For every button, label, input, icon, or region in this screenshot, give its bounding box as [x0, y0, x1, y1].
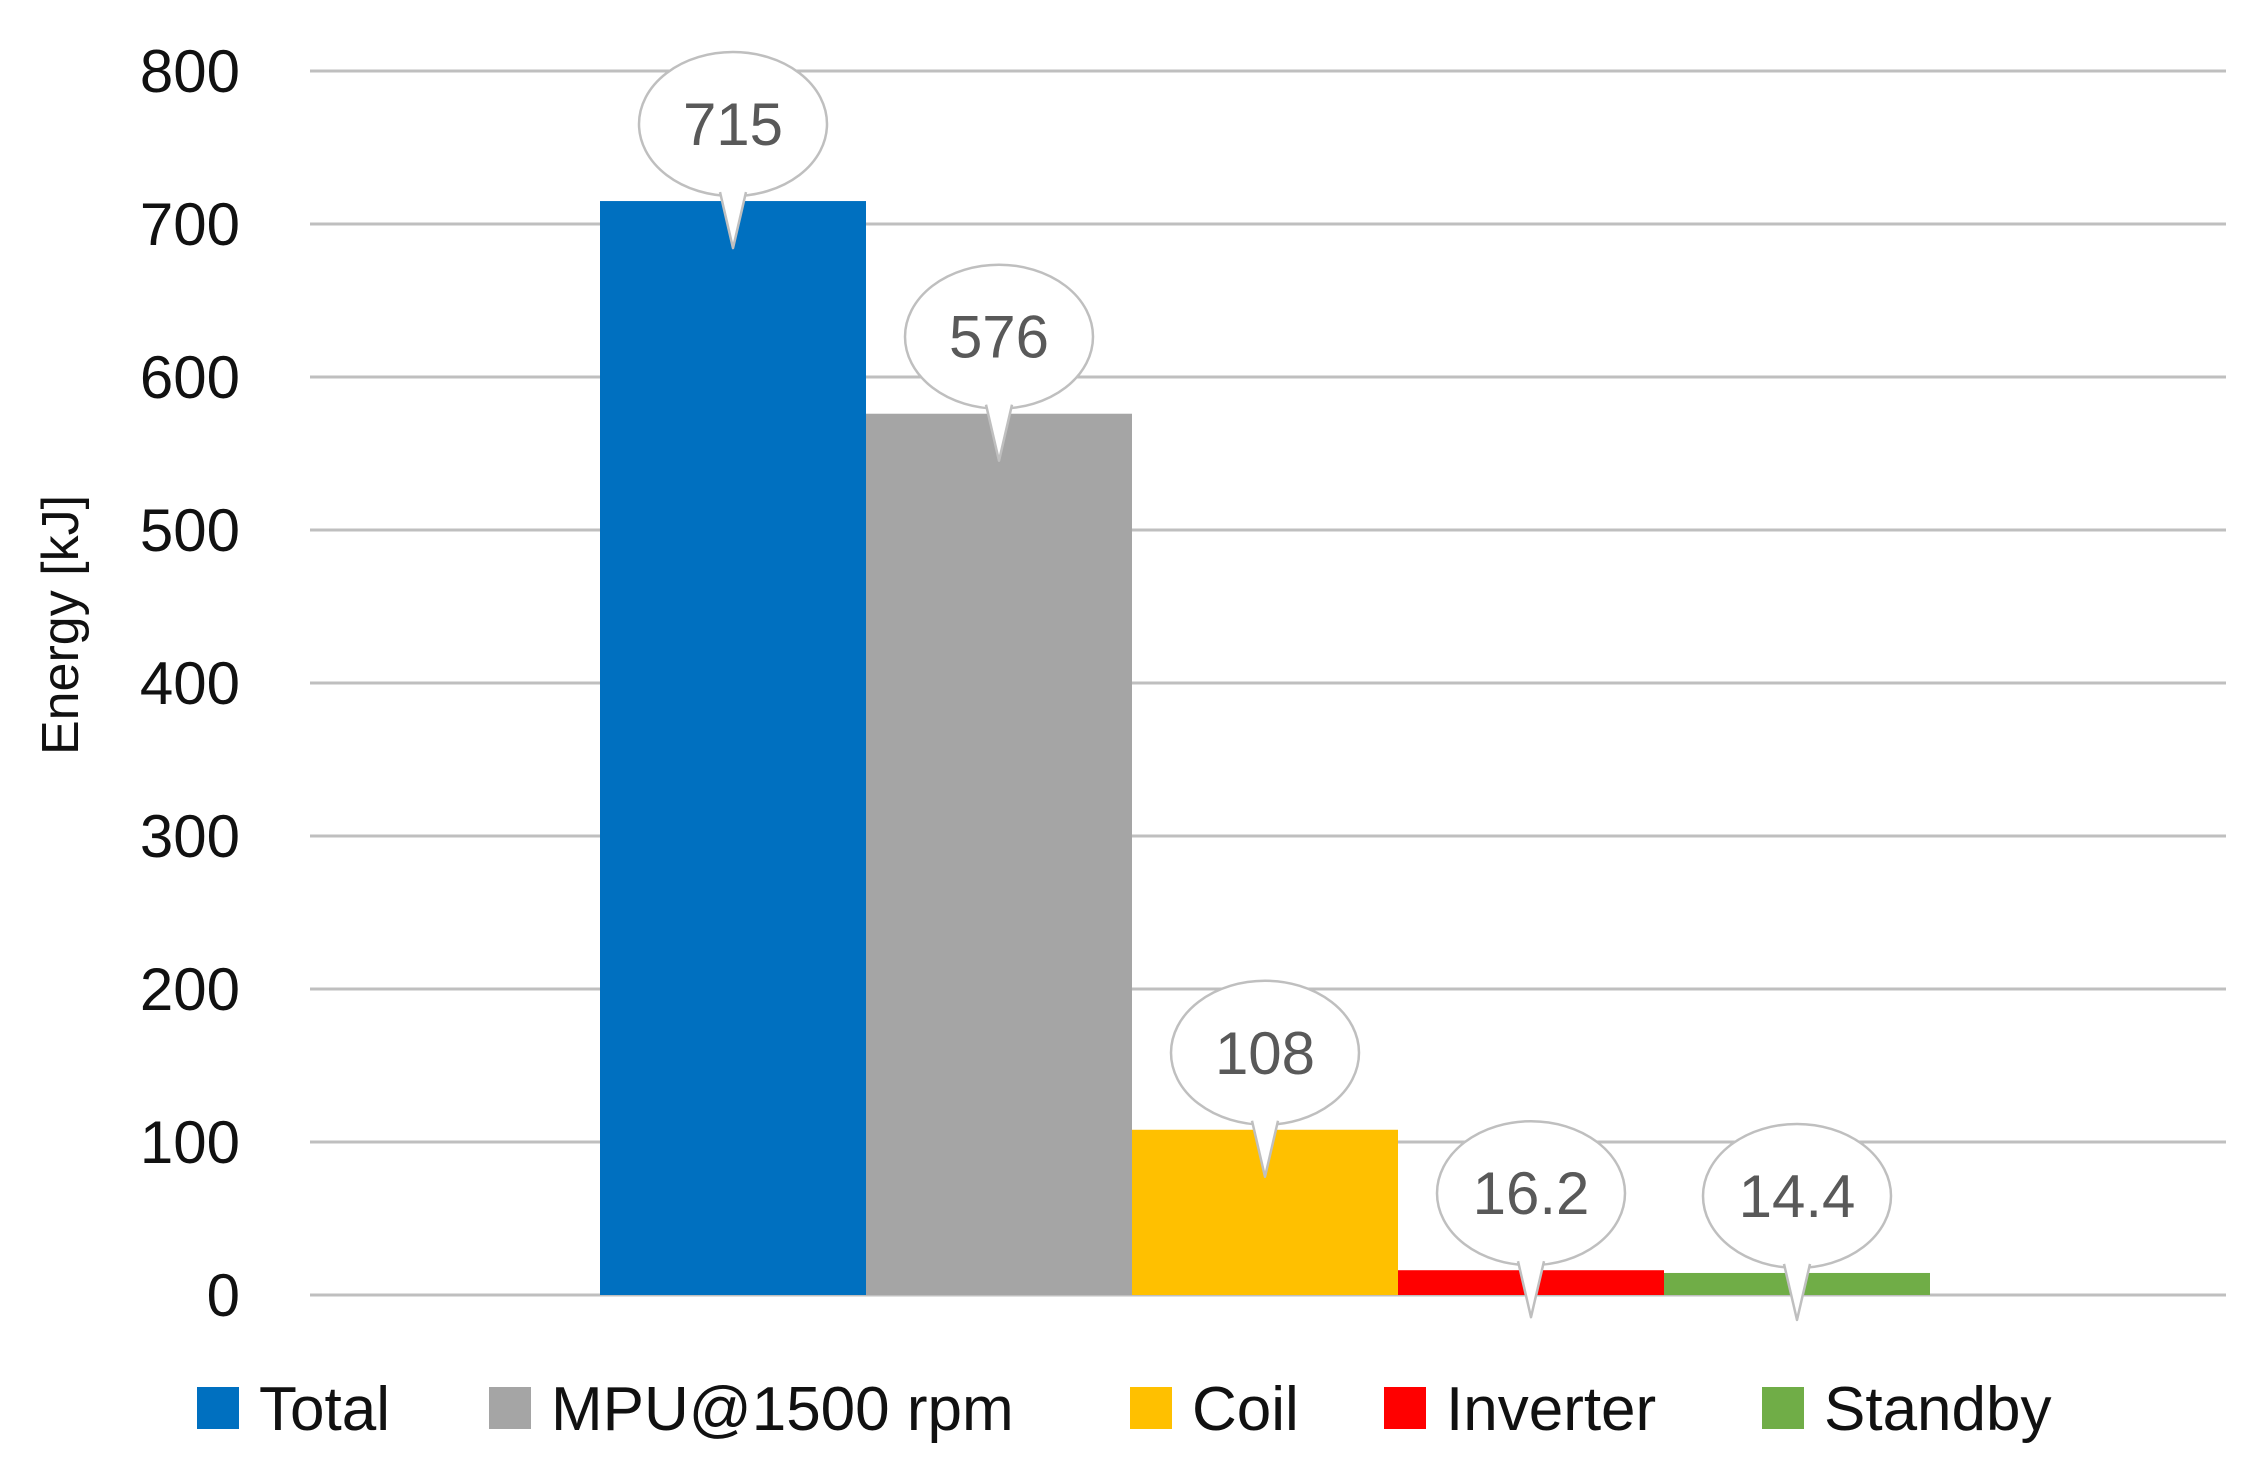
data-label: 715	[683, 91, 783, 158]
legend-swatch	[1130, 1387, 1172, 1429]
data-label-callout: 715	[637, 50, 829, 250]
callout-pointer-outline	[1516, 1260, 1546, 1319]
data-label: 108	[1215, 1020, 1315, 1087]
y-tick-label: 200	[140, 956, 240, 1023]
y-tick-label: 0	[207, 1262, 240, 1329]
data-label: 576	[949, 304, 1049, 371]
y-axis-ticks: 0 100 200 300 400 500 600 700 800	[140, 38, 240, 1329]
data-label-callout: 108	[1169, 979, 1361, 1179]
data-label: 14.4	[1739, 1163, 1856, 1230]
bar	[600, 201, 866, 1295]
legend-label: Total	[259, 1375, 390, 1444]
data-label-callout: 14.4	[1701, 1122, 1893, 1322]
callout-pointer	[1252, 1120, 1278, 1177]
legend-item: Total	[197, 1375, 390, 1444]
y-tick-label: 300	[140, 803, 240, 870]
callout-pointer-outline	[984, 404, 1014, 462]
callout-pointer	[1784, 1263, 1810, 1320]
y-tick-label: 400	[140, 650, 240, 717]
callout-pointer-outline	[1250, 1120, 1280, 1179]
legend-swatch	[197, 1387, 239, 1429]
legend-item: Standby	[1762, 1375, 2052, 1444]
legend-item: Inverter	[1384, 1375, 1656, 1444]
legend: Total MPU@1500 rpm Coil Inverter Standby	[197, 1375, 2052, 1444]
legend-label: Inverter	[1446, 1375, 1656, 1444]
legend-item: Coil	[1130, 1375, 1299, 1444]
legend-item: MPU@1500 rpm	[489, 1375, 1014, 1444]
y-tick-label: 800	[140, 38, 240, 105]
y-axis-title: Energy [kJ]	[32, 495, 90, 755]
bars	[600, 201, 1930, 1296]
callout-pointer-outline	[1782, 1263, 1812, 1322]
callout-pointer-outline	[718, 191, 748, 250]
data-label: 16.2	[1473, 1160, 1590, 1227]
callout-pointer	[986, 404, 1012, 461]
y-tick-label: 100	[140, 1109, 240, 1176]
data-label-callout: 16.2	[1435, 1119, 1627, 1319]
callout-pointer	[1518, 1261, 1544, 1318]
legend-swatch	[489, 1387, 531, 1429]
legend-label: Coil	[1192, 1375, 1299, 1444]
data-label-callout: 576	[903, 263, 1095, 462]
callout-pointer	[720, 192, 746, 249]
y-tick-label: 500	[140, 497, 240, 564]
bar	[866, 413, 1132, 1296]
legend-swatch	[1762, 1387, 1804, 1429]
y-tick-label: 700	[140, 191, 240, 258]
legend-label: MPU@1500 rpm	[551, 1375, 1014, 1444]
data-labels: 715 576 108 16.2 14.4	[637, 50, 1893, 1322]
legend-label: Standby	[1824, 1375, 2052, 1444]
legend-swatch	[1384, 1387, 1426, 1429]
y-tick-label: 600	[140, 344, 240, 411]
